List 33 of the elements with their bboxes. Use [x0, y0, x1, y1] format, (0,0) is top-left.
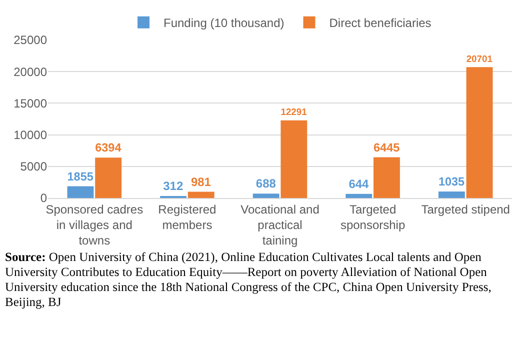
x-tick-label: Vocational and practical taining	[240, 202, 320, 248]
data-label: 12291	[280, 106, 307, 117]
data-label: 20701	[466, 52, 492, 64]
y-tick-label: 0	[40, 191, 48, 206]
bar	[95, 158, 122, 198]
y-tick-label: 5000	[20, 160, 48, 174]
y-tick-label: 10000	[14, 128, 48, 142]
data-label: 688	[256, 176, 276, 191]
bar	[346, 194, 372, 198]
data-label: 6394	[95, 142, 122, 155]
x-tick-label: Registered members	[158, 202, 216, 232]
bar	[67, 186, 94, 198]
data-label: 1035	[438, 176, 466, 189]
bar	[438, 191, 465, 198]
data-label: 6445	[374, 141, 400, 154]
y-tick-label: 25000	[14, 33, 48, 48]
data-label: 312	[163, 179, 184, 193]
bar	[466, 67, 493, 198]
source-note: Source: Open University of China (2021), Online Education Cultivates Local talents and Open University Contributes to Education Equity——Report on poverty Alleviation of National Open University education since the 18th National Congress of the CPC, China Open University Press, Beijing, BJ	[5, 250, 492, 310]
data-label: 1855	[67, 170, 94, 184]
legend-label: Direct beneficiaries	[329, 16, 432, 30]
x-tick-label: Sponsored cadres in villages and towns	[46, 202, 144, 248]
bar	[374, 157, 400, 198]
data-label: 644	[348, 176, 370, 191]
y-tick-label: 20000	[14, 64, 48, 79]
bar	[188, 192, 214, 198]
legend-label: Funding (10 thousand)	[164, 16, 284, 30]
y-tick-label: 15000	[14, 96, 48, 110]
x-tick-label: Targeted stipend	[421, 202, 510, 216]
x-tick-label: Targeted sponsorship	[340, 202, 406, 232]
bar	[252, 194, 280, 198]
bar	[280, 120, 308, 198]
data-label: 981	[190, 174, 212, 189]
